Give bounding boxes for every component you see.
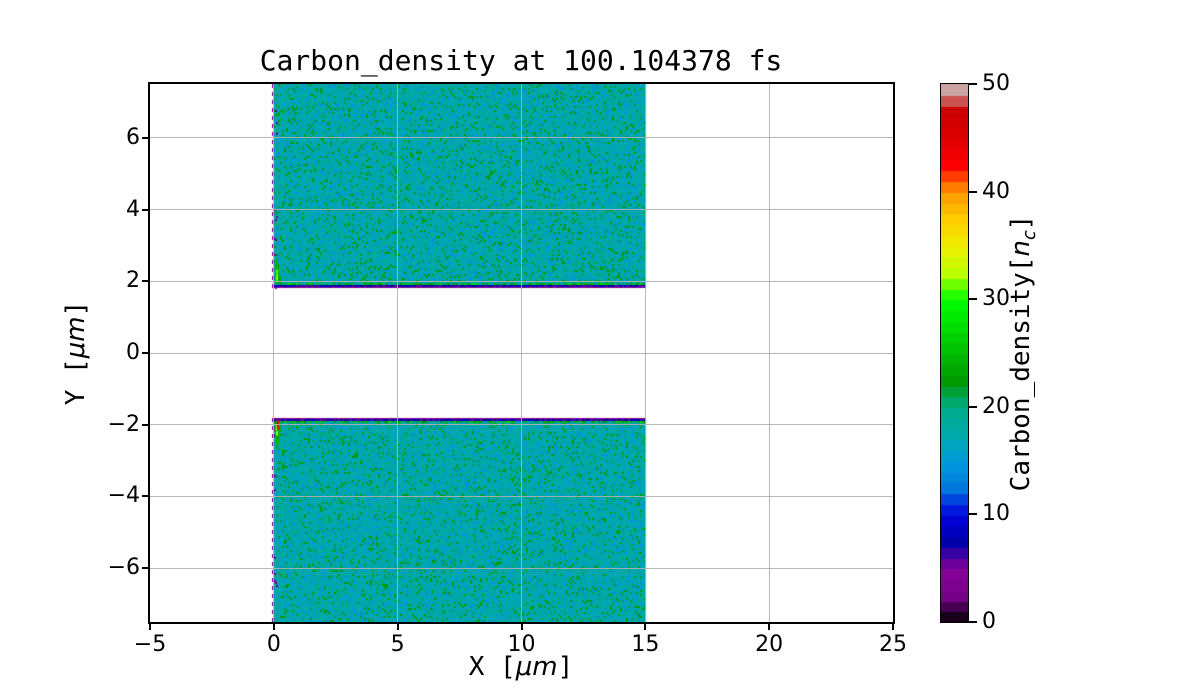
colorbar-tick: [969, 405, 977, 408]
x-tick: [768, 622, 771, 630]
x-tick: [272, 622, 275, 630]
colorbar-tick: [969, 298, 977, 301]
y-tick-label: −4: [107, 483, 140, 509]
x-axis-label-unit: μm: [515, 652, 558, 682]
y-tick: [142, 208, 150, 211]
colorbar: [941, 84, 968, 622]
chart-title: Carbon_density at 100.104378 fs: [259, 44, 783, 77]
colorbar-label-subscript: c: [1020, 230, 1041, 241]
x-tick-label: 25: [879, 632, 907, 657]
x-tick-label: 5: [390, 632, 405, 657]
y-tick-label: 4: [126, 196, 140, 222]
y-tick-label: 0: [126, 339, 140, 365]
x-tick-label: 15: [631, 632, 660, 657]
plot-area: [148, 82, 895, 624]
colorbar-gradient: [941, 84, 968, 622]
x-tick: [149, 622, 151, 630]
y-tick: [142, 136, 150, 139]
y-tick: [142, 567, 150, 570]
colorbar-tick: [969, 83, 977, 85]
y-tick: [142, 280, 150, 283]
y-tick-label: −6: [107, 555, 140, 581]
colorbar-tick-label: 50: [982, 70, 1010, 96]
x-tick-label: 20: [755, 632, 784, 657]
x-tick: [396, 622, 399, 630]
x-axis-label-text: X [: [468, 652, 516, 682]
y-tick: [142, 423, 150, 426]
x-axis-label-close: ]: [557, 652, 574, 682]
colorbar-tick-label: 30: [982, 286, 1010, 312]
colorbar-tick-label: 10: [982, 501, 1010, 527]
x-tick: [892, 622, 894, 630]
y-axis-label-unit: μm: [61, 316, 91, 359]
x-tick: [644, 622, 647, 630]
y-axis-label-close: ]: [61, 300, 91, 317]
y-axis-label-text: Y [: [61, 358, 91, 406]
x-tick-label: 0: [266, 632, 281, 657]
y-axis-label: Y [μm]: [61, 301, 91, 406]
x-tick: [520, 622, 523, 630]
y-tick: [142, 352, 150, 354]
y-tick-label: −2: [107, 411, 140, 437]
colorbar-tick: [969, 621, 977, 623]
y-tick: [142, 495, 150, 498]
x-axis-label: X [μm]: [469, 652, 574, 682]
colorbar-tick-label: 0: [982, 608, 996, 634]
density-heatmap: [150, 84, 893, 622]
colorbar-label-text: Carbon_density[: [1005, 256, 1036, 492]
colorbar-tick: [969, 190, 977, 193]
x-tick-label: 10: [507, 632, 536, 657]
colorbar-label-symbol: n: [1005, 240, 1036, 257]
y-tick-label: 2: [126, 268, 140, 294]
x-tick-label: −5: [133, 632, 167, 657]
colorbar-tick: [969, 513, 977, 516]
colorbar-tick-label: 40: [982, 178, 1010, 204]
colorbar-tick-label: 20: [982, 393, 1010, 419]
y-tick-label: 6: [126, 124, 140, 150]
colorbar-label-close: ]: [1005, 214, 1036, 231]
colorbar-label: Carbon_density[nc]: [1006, 215, 1040, 492]
